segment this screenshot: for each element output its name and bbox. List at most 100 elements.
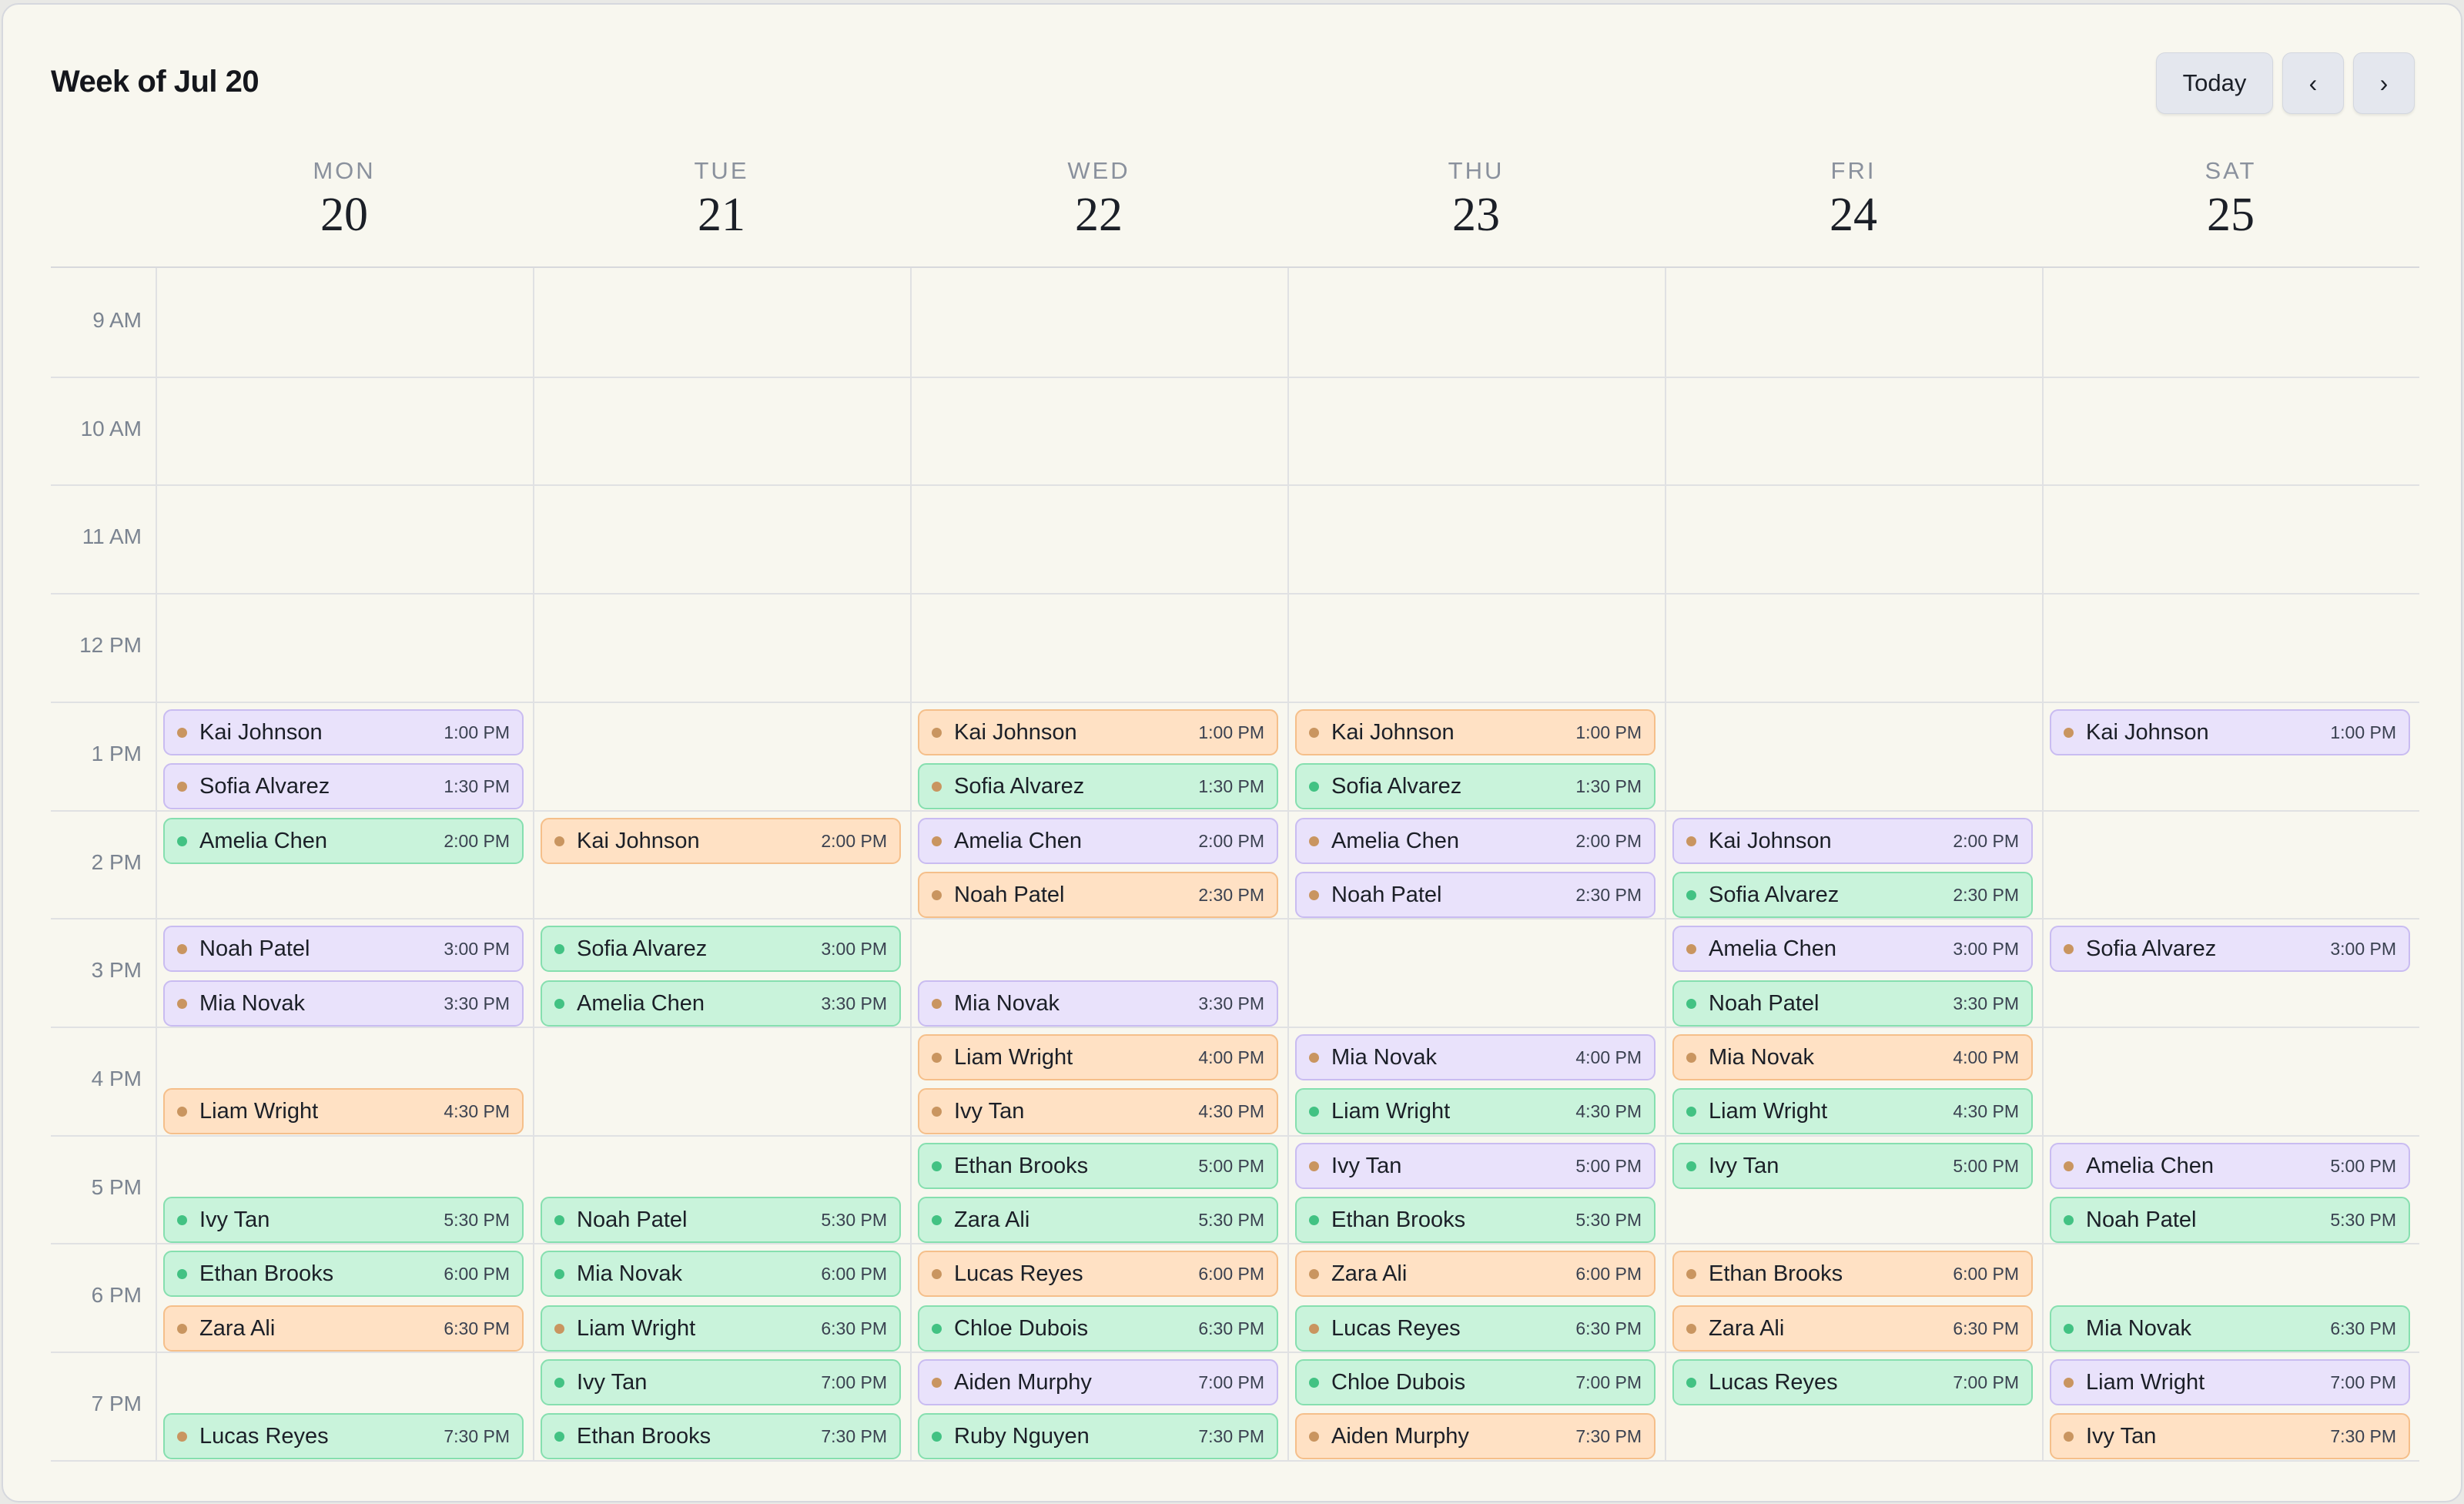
event-chip[interactable]: Ivy Tan 5:30 PM [163, 1197, 524, 1243]
event-chip[interactable]: Ethan Brooks 5:30 PM [1295, 1197, 1656, 1243]
event-chip[interactable]: Mia Novak 6:30 PM [2050, 1305, 2410, 1352]
event-chip[interactable]: Mia Novak 4:00 PM [1672, 1034, 2033, 1080]
event-time: 7:00 PM [2330, 1372, 2396, 1392]
event-chip[interactable]: Zara Ali 6:30 PM [163, 1305, 524, 1352]
prev-week-button[interactable]: ‹ [2282, 52, 2344, 114]
event-name: Zara Ali [199, 1315, 276, 1341]
event-name: Noah Patel [1709, 990, 1820, 1016]
event-name: Ivy Tan [199, 1207, 270, 1232]
event-chip[interactable]: Chloe Dubois 6:30 PM [918, 1305, 1278, 1352]
time-label: 6 PM [91, 1283, 142, 1307]
day-header-sat: SAT 25 [2042, 157, 2419, 239]
event-chip[interactable]: Noah Patel 5:30 PM [541, 1197, 901, 1243]
event-time: 4:30 PM [1953, 1100, 2019, 1121]
event-dot-icon [1309, 1214, 1319, 1225]
event-chip[interactable]: Liam Wright 4:00 PM [918, 1034, 1278, 1080]
event-time: 6:30 PM [1198, 1318, 1264, 1338]
event-chip[interactable]: Noah Patel 5:30 PM [2050, 1197, 2410, 1243]
event-time: 1:00 PM [2330, 722, 2396, 742]
next-week-button[interactable]: › [2353, 52, 2415, 114]
event-chip[interactable]: Noah Patel 2:30 PM [1295, 872, 1656, 918]
event-time: 2:00 PM [821, 830, 887, 851]
event-chip[interactable]: Mia Novak 6:00 PM [541, 1251, 901, 1297]
event-chip[interactable]: Chloe Dubois 7:00 PM [1295, 1359, 1656, 1405]
event-time: 5:30 PM [1575, 1209, 1642, 1230]
event-chip[interactable]: Zara Ali 5:30 PM [918, 1197, 1278, 1243]
event-chip[interactable]: Kai Johnson 1:00 PM [918, 709, 1278, 755]
event-chip[interactable]: Ruby Nguyen 7:30 PM [918, 1413, 1278, 1459]
time-label: 7 PM [91, 1392, 142, 1415]
event-name: Zara Ali [1709, 1315, 1785, 1341]
event-dot-icon [177, 1431, 187, 1442]
event-chip[interactable]: Ethan Brooks 6:00 PM [1672, 1251, 2033, 1297]
event-name: Liam Wright [1331, 1098, 1451, 1124]
event-chip[interactable]: Lucas Reyes 6:00 PM [918, 1251, 1278, 1297]
event-name: Kai Johnson [954, 719, 1077, 745]
today-button[interactable]: Today [2156, 52, 2273, 114]
event-chip[interactable]: Ivy Tan 4:30 PM [918, 1088, 1278, 1134]
event-chip[interactable]: Liam Wright 6:30 PM [541, 1305, 901, 1352]
event-chip[interactable]: Zara Ali 6:30 PM [1672, 1305, 2033, 1352]
event-dot-icon [1309, 1431, 1319, 1442]
event-chip[interactable]: Mia Novak 3:30 PM [918, 980, 1278, 1027]
event-chip[interactable]: Liam Wright 4:30 PM [1672, 1088, 2033, 1134]
event-chip[interactable]: Kai Johnson 2:00 PM [1672, 818, 2033, 864]
event-chip[interactable]: Lucas Reyes 6:30 PM [1295, 1305, 1656, 1352]
event-name: Ivy Tan [2086, 1423, 2157, 1449]
event-name: Amelia Chen [577, 990, 705, 1016]
event-chip[interactable]: Sofia Alvarez 3:00 PM [2050, 926, 2410, 972]
event-chip[interactable]: Kai Johnson 1:00 PM [163, 709, 524, 755]
event-chip[interactable]: Noah Patel 2:30 PM [918, 872, 1278, 918]
event-name: Liam Wright [1709, 1098, 1828, 1124]
day-column-divider [1287, 268, 1289, 1460]
event-chip[interactable]: Ivy Tan 7:00 PM [541, 1359, 901, 1405]
event-chip[interactable]: Liam Wright 4:30 PM [163, 1088, 524, 1134]
event-time: 5:30 PM [444, 1209, 510, 1230]
event-name: Amelia Chen [1331, 828, 1460, 853]
event-chip[interactable]: Mia Novak 3:30 PM [163, 980, 524, 1027]
event-chip[interactable]: Ivy Tan 5:00 PM [1295, 1143, 1656, 1189]
event-time: 2:00 PM [1198, 830, 1264, 851]
event-chip[interactable]: Sofia Alvarez 1:30 PM [918, 763, 1278, 809]
event-chip[interactable]: Amelia Chen 3:00 PM [1672, 926, 2033, 972]
day-header-mon: MON 20 [156, 157, 533, 239]
event-dot-icon [932, 1161, 942, 1171]
event-chip[interactable]: Sofia Alvarez 2:30 PM [1672, 872, 2033, 918]
event-chip[interactable]: Amelia Chen 5:00 PM [2050, 1143, 2410, 1189]
event-chip[interactable]: Amelia Chen 2:00 PM [1295, 818, 1656, 864]
day-header-wed: WED 22 [910, 157, 1287, 239]
event-chip[interactable]: Sofia Alvarez 1:30 PM [1295, 763, 1656, 809]
event-chip[interactable]: Aiden Murphy 7:30 PM [1295, 1413, 1656, 1459]
event-chip[interactable]: Ethan Brooks 7:30 PM [541, 1413, 901, 1459]
event-chip[interactable]: Ivy Tan 5:00 PM [1672, 1143, 2033, 1189]
event-chip[interactable]: Aiden Murphy 7:00 PM [918, 1359, 1278, 1405]
event-time: 3:00 PM [444, 938, 510, 959]
event-chip[interactable]: Liam Wright 7:00 PM [2050, 1359, 2410, 1405]
event-chip[interactable]: Lucas Reyes 7:00 PM [1672, 1359, 2033, 1405]
hour-gridline [51, 1352, 2419, 1353]
event-chip[interactable]: Amelia Chen 2:00 PM [918, 818, 1278, 864]
event-chip[interactable]: Sofia Alvarez 3:00 PM [541, 926, 901, 972]
event-chip[interactable]: Zara Ali 6:00 PM [1295, 1251, 1656, 1297]
event-chip[interactable]: Kai Johnson 1:00 PM [2050, 709, 2410, 755]
event-chip[interactable]: Kai Johnson 1:00 PM [1295, 709, 1656, 755]
event-chip[interactable]: Noah Patel 3:30 PM [1672, 980, 2033, 1027]
event-chip[interactable]: Mia Novak 4:00 PM [1295, 1034, 1656, 1080]
event-chip[interactable]: Ivy Tan 7:30 PM [2050, 1413, 2410, 1459]
day-number: 21 [698, 189, 745, 241]
event-dot-icon [1309, 727, 1319, 738]
event-chip[interactable]: Kai Johnson 2:00 PM [541, 818, 901, 864]
event-dot-icon [1309, 1268, 1319, 1279]
event-name: Sofia Alvarez [577, 936, 708, 961]
event-dot-icon [177, 943, 187, 954]
event-chip[interactable]: Ethan Brooks 6:00 PM [163, 1251, 524, 1297]
event-chip[interactable]: Lucas Reyes 7:30 PM [163, 1413, 524, 1459]
event-chip[interactable]: Amelia Chen 3:30 PM [541, 980, 901, 1027]
event-chip[interactable]: Liam Wright 4:30 PM [1295, 1088, 1656, 1134]
hour-gridline [51, 1460, 2419, 1462]
hour-gridline [51, 593, 2419, 595]
event-chip[interactable]: Sofia Alvarez 1:30 PM [163, 763, 524, 809]
event-chip[interactable]: Ethan Brooks 5:00 PM [918, 1143, 1278, 1189]
event-chip[interactable]: Noah Patel 3:00 PM [163, 926, 524, 972]
event-chip[interactable]: Amelia Chen 2:00 PM [163, 818, 524, 864]
